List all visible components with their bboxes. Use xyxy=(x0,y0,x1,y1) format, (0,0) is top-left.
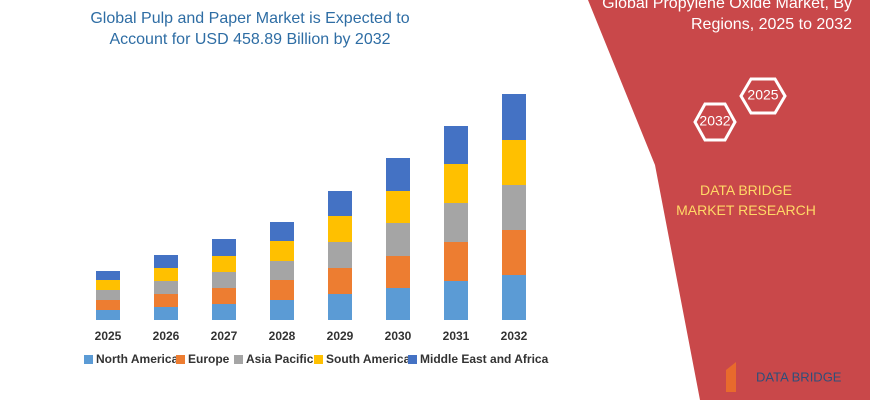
badge-hex xyxy=(739,77,787,115)
x-tick-label: 2028 xyxy=(269,329,296,343)
bar-segment xyxy=(270,222,294,241)
chart-title: Global Pulp and Paper Market is Expected… xyxy=(90,10,410,48)
side-panel-bg xyxy=(588,0,870,400)
bar-segment xyxy=(212,272,236,288)
legend-label: Europe xyxy=(188,352,230,366)
legend-swatch xyxy=(314,355,323,364)
bar-segment xyxy=(154,294,178,307)
bar-segment xyxy=(386,223,410,256)
bar-segment xyxy=(502,94,526,140)
side-title: Global Propylene Oxide Market, By Region… xyxy=(602,0,852,33)
bar-segment xyxy=(96,280,120,290)
x-tick-label: 2026 xyxy=(153,329,180,343)
bar-segment xyxy=(212,304,236,320)
bar-segment xyxy=(328,216,352,242)
bar-segment xyxy=(328,268,352,294)
bar-segment xyxy=(386,158,410,191)
bar-segment xyxy=(328,294,352,320)
x-tick-label: 2029 xyxy=(327,329,354,343)
bar-segment xyxy=(444,281,468,320)
bar-segment xyxy=(444,126,468,164)
legend-label: Middle East and Africa xyxy=(420,352,549,366)
bar-segment xyxy=(270,241,294,261)
bar-segment xyxy=(154,281,178,294)
bar-segment xyxy=(386,288,410,320)
bar-segment xyxy=(270,300,294,320)
badge-text: 2032 xyxy=(699,113,730,129)
bar-segment xyxy=(328,191,352,216)
x-tick-label: 2027 xyxy=(211,329,238,343)
bar-segment xyxy=(502,275,526,320)
bar-segment xyxy=(444,203,468,242)
brand-text: DATA BRIDGE MARKET RESEARCH xyxy=(676,182,816,218)
x-tick-label: 2032 xyxy=(501,329,528,343)
bar-segment xyxy=(328,242,352,268)
bar-segment xyxy=(212,288,236,304)
x-tick-label: 2030 xyxy=(385,329,412,343)
legend-swatch xyxy=(176,355,185,364)
legend-label: Asia Pacific xyxy=(246,352,314,366)
bar-segment xyxy=(96,300,120,310)
bar-segment xyxy=(502,140,526,185)
bar-segment xyxy=(96,271,120,280)
bar-segment xyxy=(502,230,526,275)
badge-text: 2025 xyxy=(747,87,778,103)
badge-hex xyxy=(693,102,737,142)
x-tick-label: 2025 xyxy=(95,329,122,343)
bar-segment xyxy=(386,191,410,223)
bar-segment xyxy=(270,280,294,300)
bar-segment xyxy=(386,256,410,288)
legend-swatch xyxy=(84,355,93,364)
bar-segment xyxy=(444,164,468,203)
bar-segment xyxy=(154,268,178,281)
bar-segment xyxy=(96,290,120,300)
legend-swatch xyxy=(234,355,243,364)
x-tick-label: 2031 xyxy=(443,329,470,343)
legend-swatch xyxy=(408,355,417,364)
bar-segment xyxy=(154,307,178,320)
bar-segment xyxy=(96,310,120,320)
logo-icon xyxy=(726,362,736,392)
bar-segment xyxy=(444,242,468,281)
legend-label: North America xyxy=(96,352,179,366)
legend-label: South America xyxy=(326,352,411,366)
bar-segment xyxy=(154,255,178,268)
bar-segment xyxy=(212,256,236,272)
bar-segment xyxy=(212,239,236,256)
bar-segment xyxy=(270,261,294,280)
bar-segment xyxy=(502,185,526,230)
logo-text: DATA BRIDGE xyxy=(756,369,842,384)
